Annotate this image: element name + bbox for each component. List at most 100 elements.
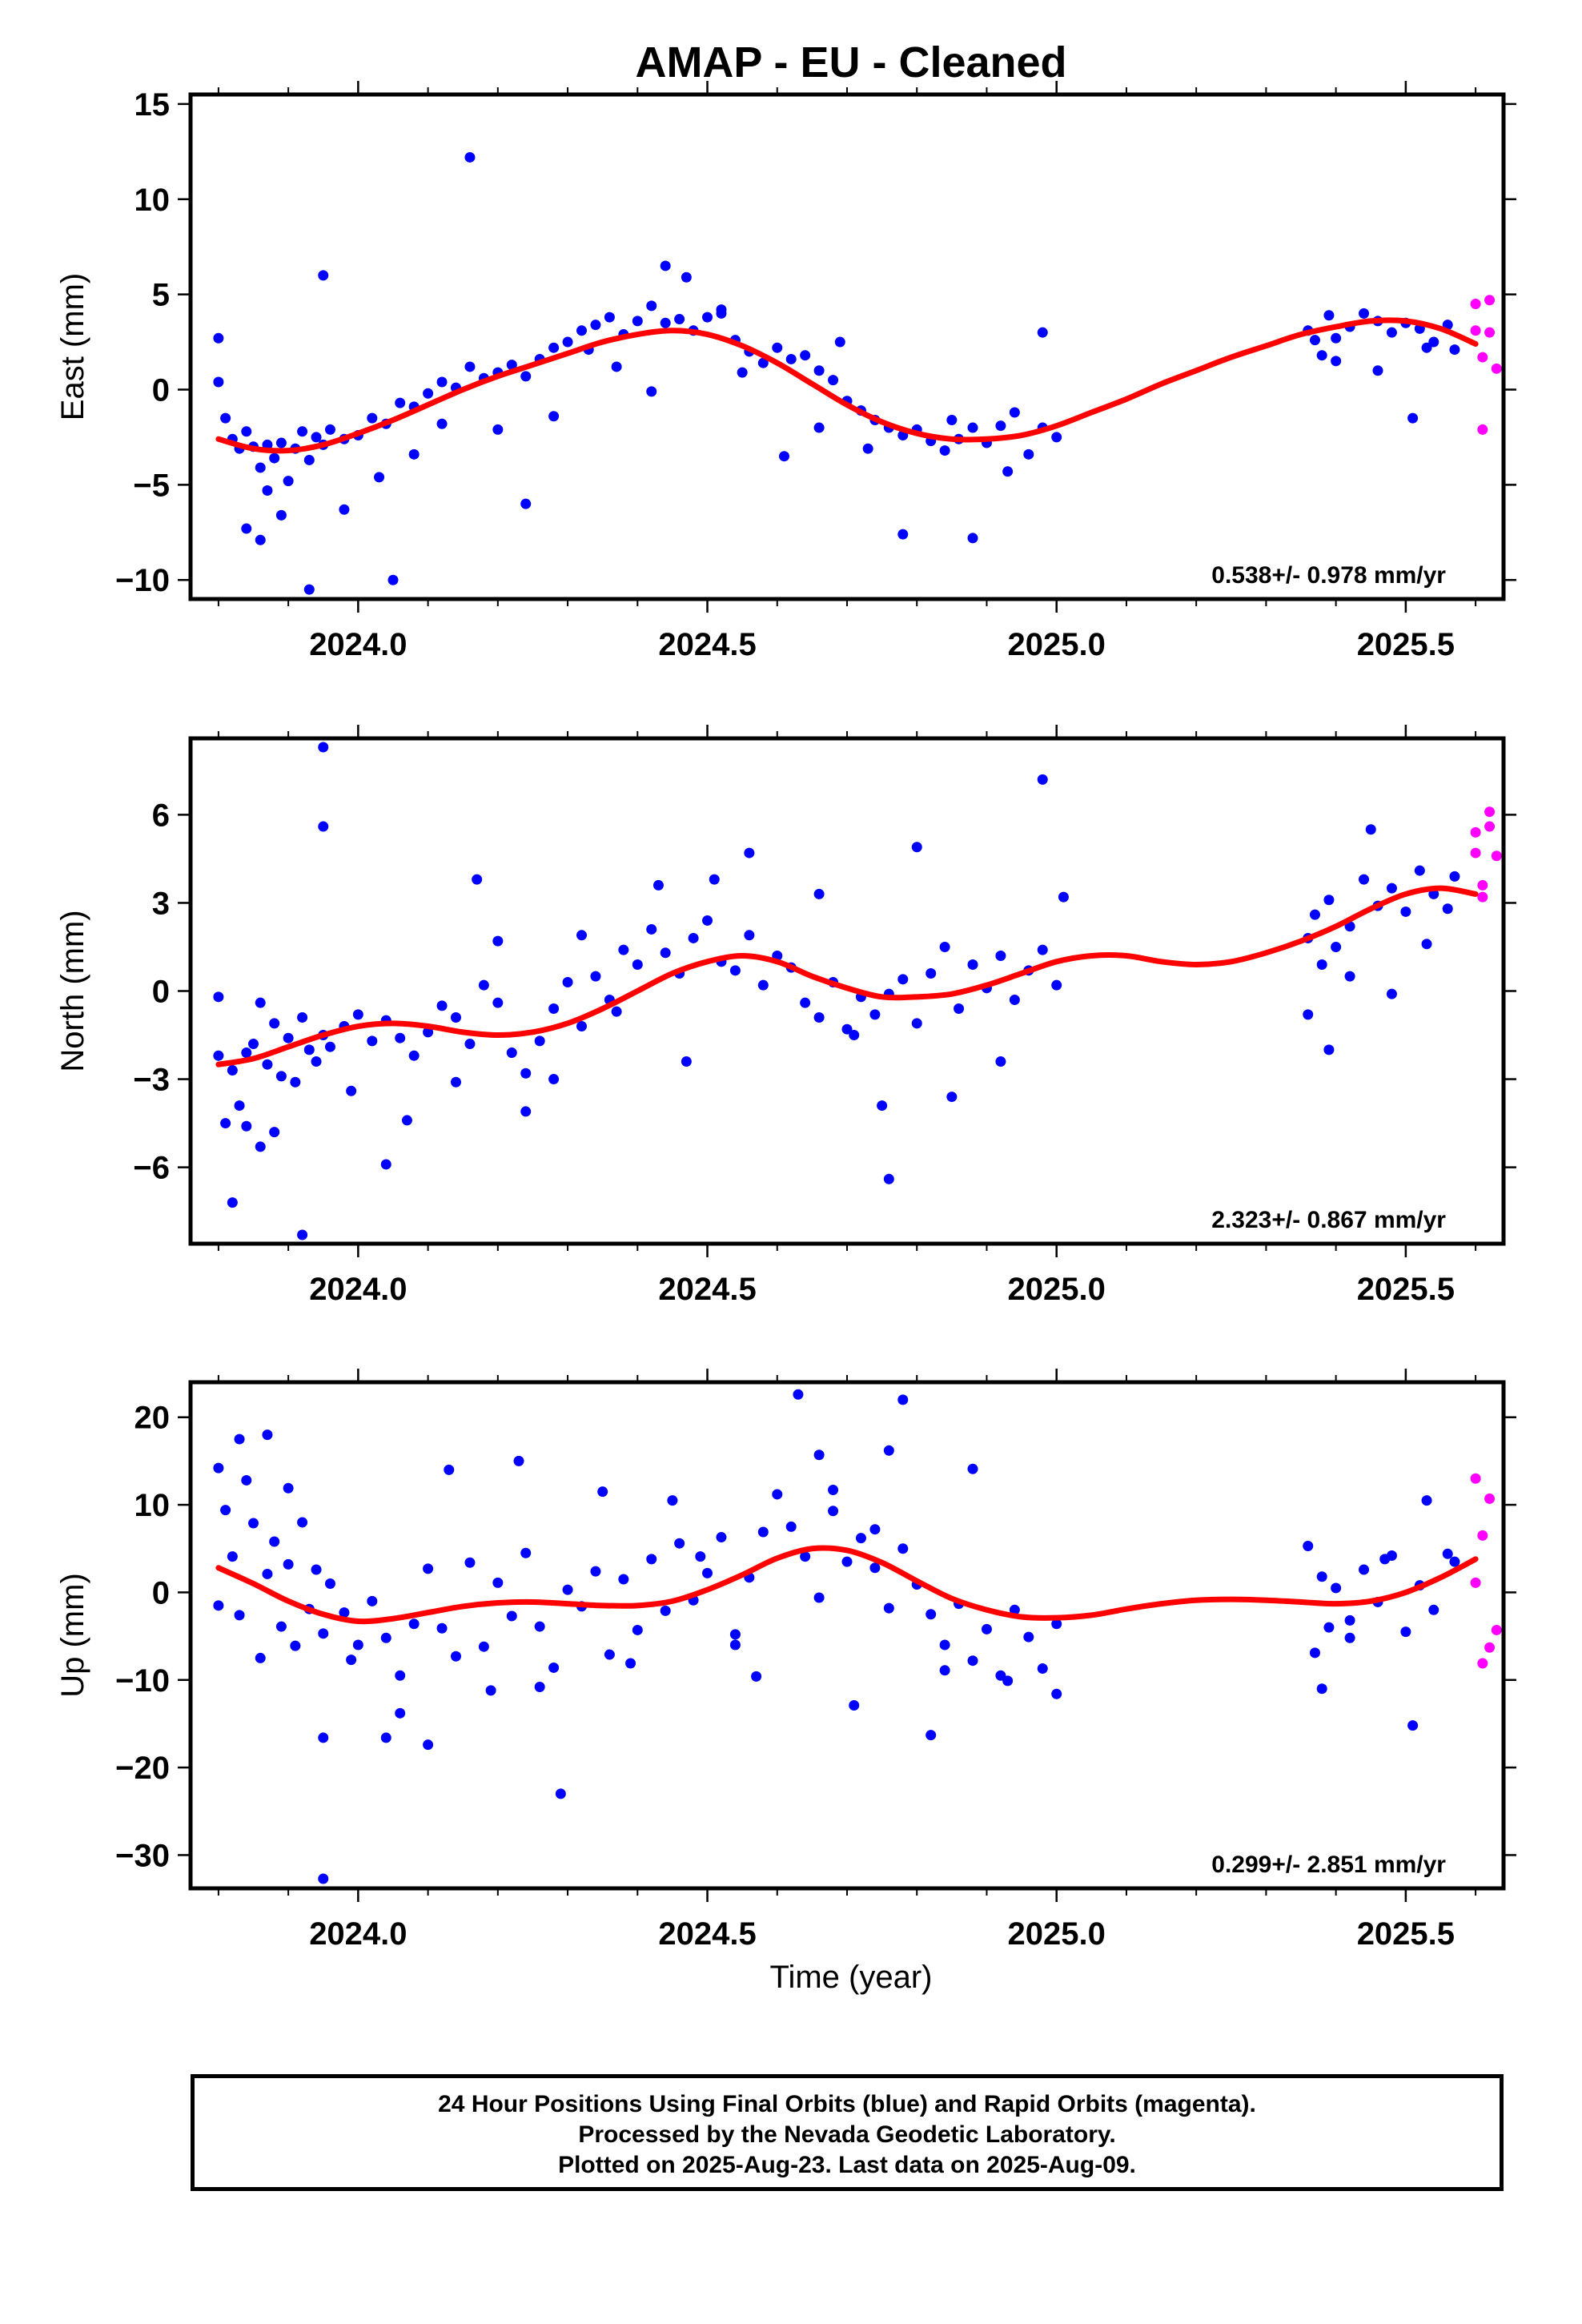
east-final-point bbox=[576, 325, 588, 336]
up-final-point bbox=[1331, 1582, 1342, 1594]
up-x-tick-label: 2024.0 bbox=[309, 1916, 407, 1952]
east-final-point bbox=[464, 151, 476, 163]
up-final-point bbox=[234, 1433, 245, 1445]
east-final-point bbox=[1428, 336, 1439, 348]
east-final-point bbox=[492, 424, 504, 435]
up-y-tick-label: 0 bbox=[152, 1575, 170, 1610]
footer-line-processor: Processed by the Nevada Geodetic Laborat… bbox=[578, 2121, 1116, 2148]
up-final-point bbox=[1421, 1495, 1432, 1506]
up-final-point bbox=[828, 1484, 839, 1495]
up-y-tick-label: −20 bbox=[115, 1751, 170, 1786]
north-final-point bbox=[1058, 891, 1069, 903]
east-final-point bbox=[213, 376, 224, 388]
east-final-point bbox=[303, 584, 315, 595]
north-final-point bbox=[318, 821, 329, 832]
up-final-point bbox=[283, 1558, 294, 1570]
north-x-tick-label: 2024.5 bbox=[658, 1272, 756, 1307]
east-final-point bbox=[778, 451, 789, 462]
up-final-point bbox=[897, 1394, 909, 1405]
north-final-point bbox=[632, 959, 643, 970]
up-final-point bbox=[1303, 1540, 1314, 1551]
east-final-point bbox=[772, 342, 783, 353]
up-final-point bbox=[395, 1670, 406, 1681]
up-final-point bbox=[667, 1495, 678, 1506]
east-y-tick-label: −10 bbox=[115, 563, 170, 598]
east-final-point bbox=[408, 448, 420, 460]
up-final-point bbox=[311, 1564, 322, 1575]
east-final-point bbox=[283, 476, 294, 487]
north-rapid-point bbox=[1484, 806, 1496, 818]
north-final-point bbox=[1309, 909, 1320, 920]
north-panel: 2024.0 2024.5 2025.0 2025.5 −6 −3 0 3 6 2.323+/- … bbox=[55, 725, 1516, 1307]
north-final-point bbox=[618, 944, 629, 955]
north-final-point bbox=[534, 1035, 545, 1047]
north-final-point bbox=[1037, 944, 1048, 955]
up-final-point bbox=[1379, 1554, 1391, 1565]
east-y-tick-label: −5 bbox=[133, 468, 170, 503]
north-rapid-point bbox=[1477, 891, 1488, 903]
north-final-point bbox=[590, 971, 601, 982]
north-final-point bbox=[283, 1032, 294, 1043]
east-final-point bbox=[220, 412, 231, 424]
north-final-point bbox=[297, 1012, 308, 1023]
east-panel: 2024.0 2024.5 2025.0 2025.5 −10 −5 0 5 10 15 0.538… bbox=[55, 81, 1516, 662]
x-axis-label: Time (year) bbox=[770, 1960, 933, 1995]
up-final-point bbox=[883, 1445, 894, 1456]
up-final-point bbox=[423, 1563, 434, 1574]
north-final-point bbox=[324, 1041, 335, 1052]
east-fit-curve bbox=[215, 317, 1479, 454]
east-final-point bbox=[604, 312, 615, 323]
up-final-point bbox=[1400, 1626, 1411, 1638]
east-final-point bbox=[275, 509, 287, 521]
north-final-point bbox=[757, 979, 769, 991]
east-final-point bbox=[646, 300, 657, 312]
north-plot-area bbox=[213, 742, 1502, 1240]
east-x-tick-label: 2025.0 bbox=[1008, 627, 1106, 662]
north-final-point bbox=[275, 1071, 287, 1082]
up-rapid-point bbox=[1477, 1530, 1488, 1541]
north-final-point bbox=[926, 967, 937, 979]
up-final-point bbox=[269, 1536, 280, 1547]
east-y-tick-label: 15 bbox=[135, 87, 171, 123]
up-final-point bbox=[1359, 1564, 1370, 1575]
north-final-point bbox=[646, 923, 657, 935]
east-rapid-point bbox=[1484, 295, 1496, 306]
up-final-point bbox=[436, 1622, 448, 1634]
north-final-point bbox=[841, 1023, 853, 1035]
up-final-point bbox=[751, 1671, 762, 1682]
east-rapid-point bbox=[1491, 363, 1502, 374]
up-final-point bbox=[324, 1578, 335, 1589]
east-final-point bbox=[423, 388, 434, 399]
north-final-point bbox=[1386, 883, 1397, 894]
north-final-point bbox=[1359, 874, 1370, 885]
up-final-point bbox=[339, 1607, 350, 1618]
north-final-point bbox=[813, 1012, 825, 1023]
up-panel: 2024.0 2024.5 2025.0 2025.5 −30 −20 −10 0 10 20 0.… bbox=[55, 1369, 1516, 1952]
north-final-point bbox=[352, 1009, 363, 1020]
up-final-point bbox=[618, 1574, 629, 1585]
north-final-point bbox=[346, 1085, 357, 1096]
north-final-point bbox=[1051, 979, 1062, 991]
up-final-point bbox=[520, 1547, 532, 1558]
north-y-axis-label: North (mm) bbox=[55, 910, 90, 1072]
north-final-point bbox=[520, 1068, 532, 1079]
east-final-point bbox=[1421, 342, 1432, 353]
up-rate-label: 0.299+/- 2.851 mm/yr bbox=[1211, 1852, 1446, 1878]
north-final-point bbox=[290, 1076, 301, 1088]
up-final-point bbox=[702, 1567, 713, 1578]
north-final-point bbox=[227, 1197, 238, 1208]
up-y-tick-label: −30 bbox=[115, 1838, 170, 1873]
up-rapid-point bbox=[1484, 1493, 1496, 1504]
up-final-point bbox=[632, 1624, 643, 1635]
north-final-point bbox=[576, 1021, 588, 1032]
north-rapid-point bbox=[1477, 879, 1488, 891]
up-final-point bbox=[548, 1662, 560, 1673]
north-final-point bbox=[436, 1000, 448, 1011]
up-final-point bbox=[869, 1562, 881, 1574]
north-final-point bbox=[897, 974, 909, 985]
north-final-point bbox=[478, 979, 489, 991]
up-final-point bbox=[262, 1429, 273, 1441]
north-final-point bbox=[1442, 903, 1453, 915]
north-final-point bbox=[688, 932, 699, 943]
